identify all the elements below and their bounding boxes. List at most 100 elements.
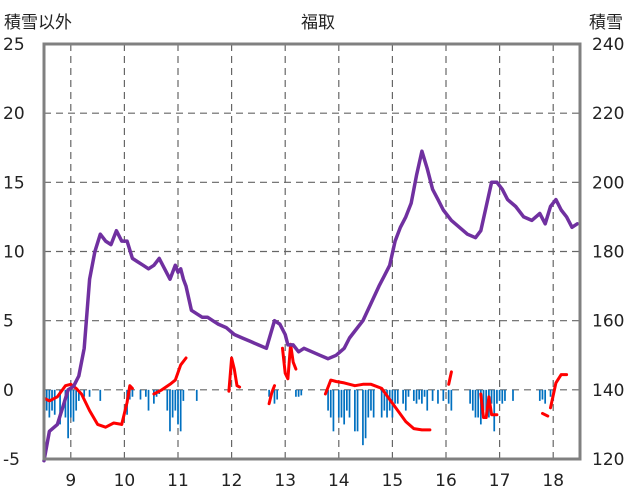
right-tick-label: 120 bbox=[592, 450, 624, 470]
x-tick-label: 10 bbox=[114, 471, 136, 491]
precipitation-bar bbox=[544, 389, 547, 404]
precipitation-bar bbox=[273, 389, 276, 404]
precipitation-bar bbox=[450, 389, 453, 411]
precipitation-bar bbox=[396, 389, 399, 404]
precipitation-bar bbox=[447, 389, 450, 404]
right-tick-label: 180 bbox=[592, 243, 624, 263]
temperature-segment bbox=[227, 356, 242, 393]
precipitation-bar bbox=[147, 389, 150, 411]
precipitation-bar bbox=[412, 389, 415, 401]
precipitation-bar bbox=[297, 389, 300, 397]
precipitation-bar bbox=[356, 389, 359, 432]
precipitation-bar bbox=[48, 389, 51, 418]
left-tick-label: 15 bbox=[3, 173, 25, 193]
left-tick-label: 0 bbox=[3, 381, 14, 401]
precipitation-bar bbox=[541, 389, 544, 400]
precipitation-bar bbox=[174, 389, 177, 411]
x-tick-label: 16 bbox=[435, 471, 457, 491]
right-axis-ticks: 240 220 200 180 160 140 120 bbox=[592, 35, 624, 470]
precipitation-bar bbox=[343, 389, 346, 425]
precipitation-bar bbox=[490, 389, 493, 404]
snow-depth-series bbox=[42, 149, 580, 463]
temperature-segment bbox=[541, 411, 550, 418]
precipitation-bar bbox=[482, 389, 485, 411]
precipitation-bar bbox=[469, 389, 471, 404]
left-tick-label: 5 bbox=[3, 312, 14, 332]
precipitation-bar bbox=[367, 389, 370, 418]
right-tick-label: 220 bbox=[592, 104, 624, 124]
precipitation-bar bbox=[295, 389, 297, 397]
precipitation-bar bbox=[75, 389, 78, 411]
right-tick-label: 160 bbox=[592, 312, 624, 332]
precipitation-bar bbox=[477, 389, 480, 418]
x-tick-label: 12 bbox=[221, 471, 243, 491]
temperature-segment bbox=[479, 392, 499, 419]
right-tick-label: 240 bbox=[592, 35, 624, 55]
temperature-line bbox=[42, 342, 569, 432]
precipitation-bar bbox=[380, 389, 383, 418]
x-tick-label: 17 bbox=[489, 471, 511, 491]
temperature-segment bbox=[152, 356, 188, 396]
precipitation-bar bbox=[493, 389, 496, 432]
temperature-segment bbox=[447, 370, 453, 386]
precipitation-bar bbox=[179, 389, 182, 432]
precipitation-bar bbox=[139, 389, 142, 400]
precipitation-bar bbox=[53, 389, 56, 415]
precipitation-bar bbox=[337, 389, 340, 418]
precipitation-bar bbox=[471, 389, 474, 411]
precipitation-bar bbox=[498, 389, 501, 401]
left-tick-label: -5 bbox=[3, 450, 20, 470]
precipitation-bar bbox=[327, 389, 329, 411]
precipitation-bar bbox=[415, 389, 418, 404]
precipitation-bar bbox=[501, 389, 504, 404]
precipitation-bar bbox=[442, 389, 445, 401]
precipitation-bar bbox=[69, 389, 72, 418]
temperature-segment bbox=[323, 378, 432, 432]
precipitation-bar bbox=[348, 389, 351, 418]
plot-frame bbox=[42, 42, 582, 461]
temperature-segment bbox=[120, 384, 134, 426]
precipitation-bar bbox=[300, 389, 303, 396]
right-tick-label: 140 bbox=[592, 381, 624, 401]
precipitation-bar bbox=[504, 389, 506, 401]
precipitation-bar bbox=[59, 389, 61, 425]
precipitation-bar bbox=[354, 389, 356, 432]
precipitation-bar bbox=[386, 389, 388, 418]
precipitation-bar bbox=[423, 389, 426, 397]
precipitation-bar bbox=[372, 389, 375, 418]
precipitation-bar bbox=[383, 389, 386, 411]
temperature-segment bbox=[267, 384, 276, 406]
precipitation-bar bbox=[144, 389, 147, 397]
precipitation-bar bbox=[437, 389, 439, 404]
right-axis-label: 積雪 bbox=[589, 13, 623, 33]
temperature-segment bbox=[42, 382, 124, 429]
grid bbox=[44, 44, 580, 459]
precipitation-bar bbox=[407, 389, 410, 397]
precipitation-bar bbox=[166, 389, 169, 411]
x-tick-label: 13 bbox=[274, 471, 296, 491]
precipitation-bar bbox=[362, 389, 364, 446]
precipitation-bar bbox=[474, 389, 477, 418]
precipitation-bar bbox=[83, 389, 86, 397]
temperature-segment bbox=[549, 373, 569, 410]
precipitation-bar bbox=[99, 389, 102, 401]
precipitation-bar bbox=[182, 389, 185, 401]
right-tick-label: 200 bbox=[592, 173, 624, 193]
left-axis-ticks: 25 20 15 10 5 0 -5 bbox=[3, 35, 25, 470]
precipitation-bar bbox=[431, 389, 434, 401]
left-axis-label: 積雪以外 bbox=[4, 13, 72, 33]
precipitation-bar bbox=[549, 389, 552, 397]
precipitation-bar bbox=[195, 389, 198, 401]
precipitation-bar bbox=[329, 389, 332, 418]
precipitation-bar bbox=[370, 389, 372, 411]
left-tick-label: 25 bbox=[3, 35, 25, 55]
precipitation-bar bbox=[276, 389, 279, 400]
precipitation-bar bbox=[88, 389, 91, 397]
x-tick-label: 9 bbox=[65, 471, 76, 491]
precipitation-bar bbox=[496, 389, 498, 404]
precipitation-bar bbox=[404, 389, 407, 411]
precipitation-bar bbox=[345, 389, 348, 411]
temperature-segment bbox=[281, 342, 298, 381]
precipitation-bar bbox=[485, 389, 488, 418]
